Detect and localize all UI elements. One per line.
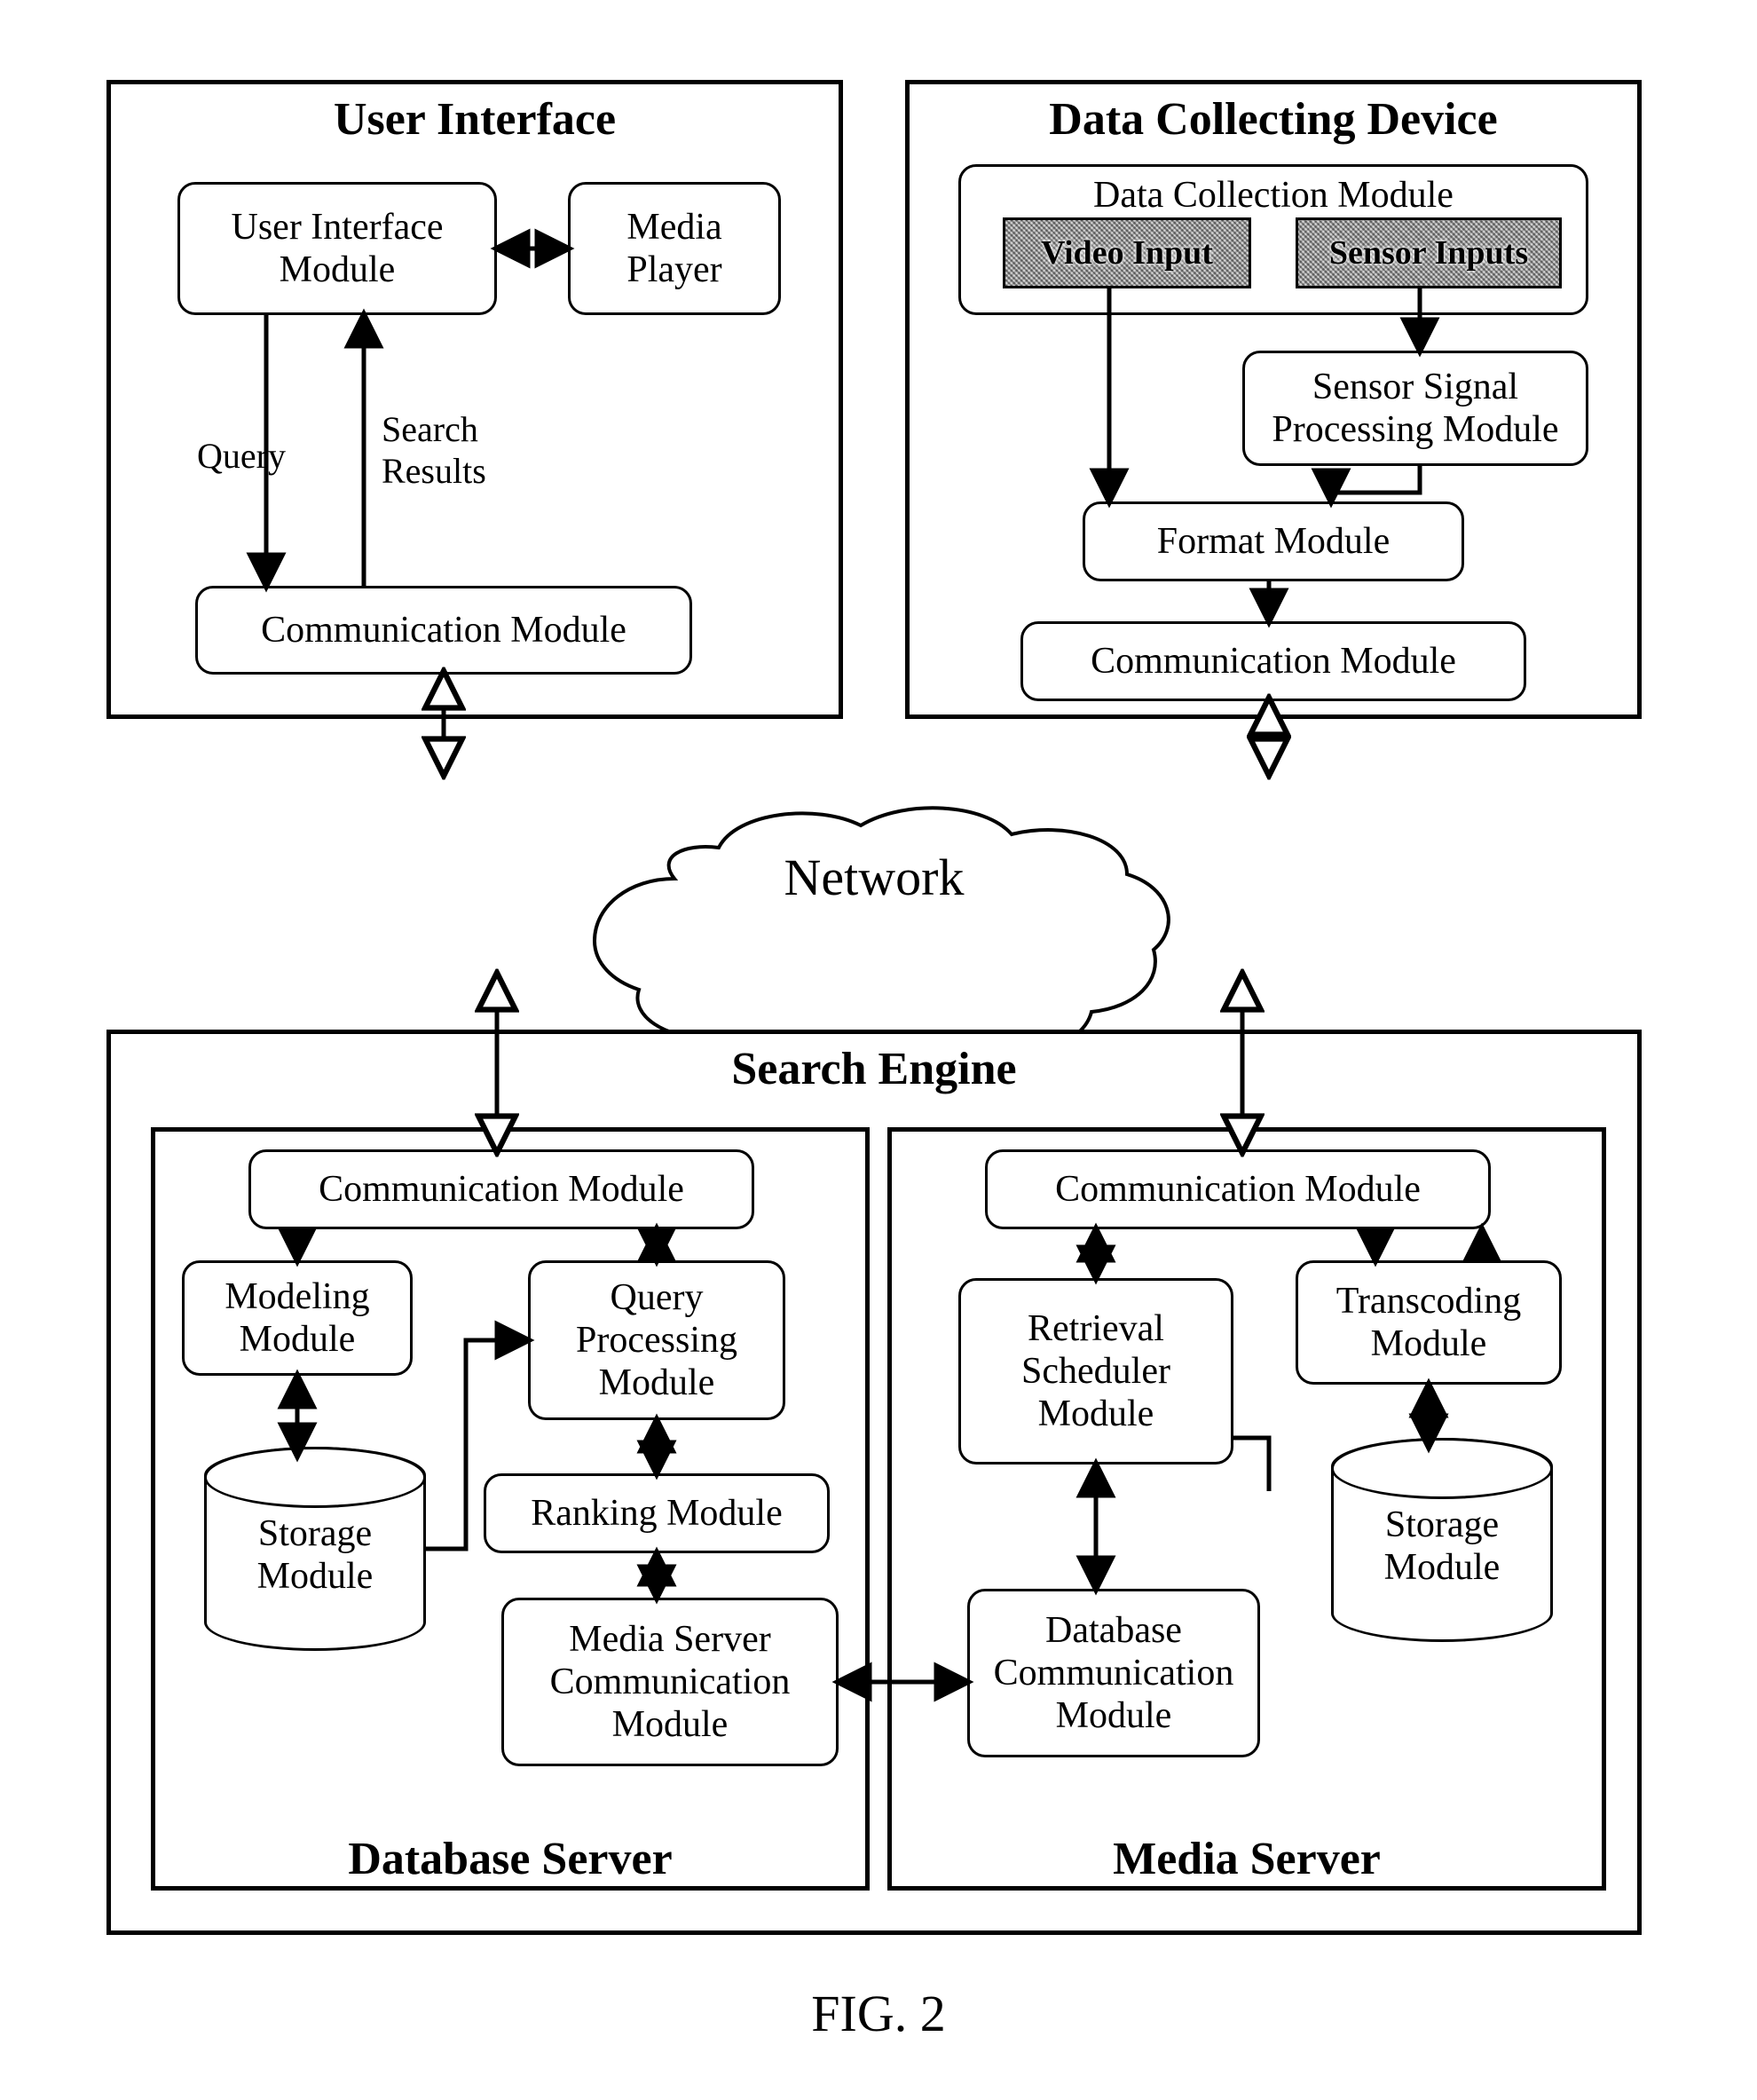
edge-proc-format <box>1331 466 1420 501</box>
edges-layer <box>0 0 1757 2100</box>
diagram-canvas: Network User Interface User InterfaceMod… <box>0 0 1757 2100</box>
figure-caption: FIG. 2 <box>0 1984 1757 2043</box>
edge-retr-trans <box>1233 1438 1269 1491</box>
edge-storage-query <box>426 1340 528 1549</box>
